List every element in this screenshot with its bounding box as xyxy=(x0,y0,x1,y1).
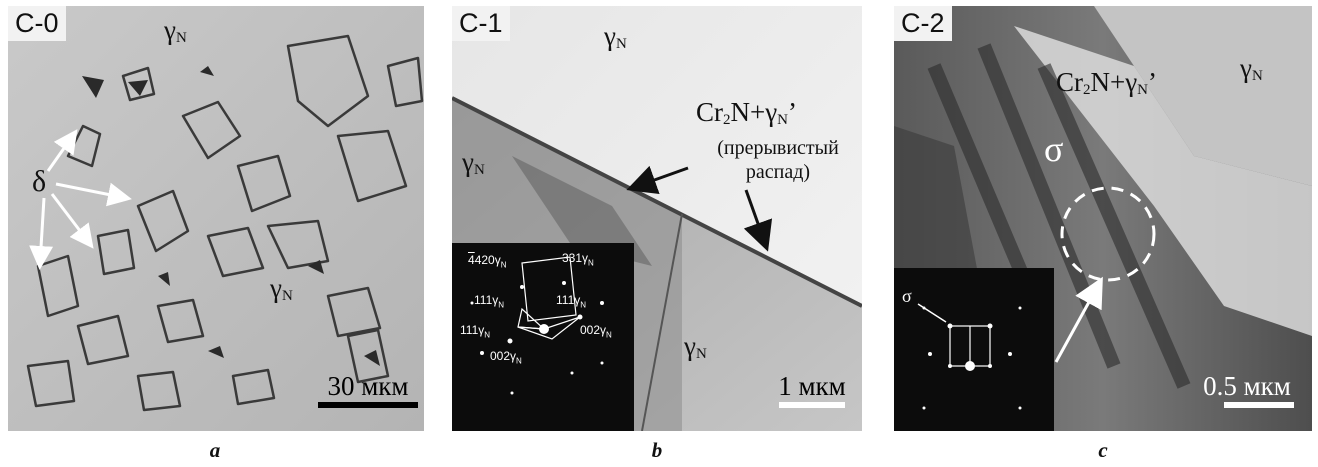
panel-c-micrograph: C-2 γN Cr2N+γN’ σ σ xyxy=(894,6,1312,431)
tem-image-c xyxy=(894,6,1312,431)
label-gamma-n-bottom: γN xyxy=(270,273,293,304)
saed-index-111-b: 111γN xyxy=(556,293,587,310)
label-gamma-n-left-b: γN xyxy=(462,147,485,178)
saed-index-111-c: 111γN xyxy=(460,323,491,340)
label-cr2n-phase-b: Cr2N+γN’ xyxy=(696,97,798,128)
sample-tag-c1: C-1 xyxy=(452,6,510,41)
label-cr2n-phase-c: Cr2N+γN’ xyxy=(1056,67,1158,98)
label-gamma-n-top: γN xyxy=(164,15,187,46)
scale-bar-a: 30 мкм xyxy=(314,372,422,408)
saed-index-420: 4420γN xyxy=(468,253,507,270)
saed-index-111-a: 111γN xyxy=(474,293,505,310)
scale-bar-c: 0.5 мкм xyxy=(1184,372,1310,408)
selected-area-circle xyxy=(1060,186,1156,282)
saed-index-002-b: 002γN xyxy=(490,349,522,366)
label-sigma: σ xyxy=(1044,129,1064,169)
delta-arrows xyxy=(29,129,132,270)
scale-bar-b: 1 мкм xyxy=(764,372,860,408)
caption-c: c xyxy=(1098,438,1108,462)
sample-tag-c0: C-0 xyxy=(8,6,66,41)
saed-pattern-c: σ xyxy=(894,268,1054,431)
label-gamma-n-bottom-b: γN xyxy=(684,331,707,362)
label-gamma-n-top-b: γN xyxy=(604,21,627,52)
saed-index-331: 331γN xyxy=(562,251,594,268)
label-gamma-n-c: γN xyxy=(1240,53,1263,84)
saed-pattern-b: 4420γN 331γN 111γN 111γN 111γN 002γN 002… xyxy=(452,243,634,431)
optical-micrograph-image xyxy=(8,6,424,431)
label-delta: δ xyxy=(32,165,47,198)
panel-b-micrograph: C-1 γN γN γN Cr2N+γN’ (прерывистый распад… xyxy=(452,6,862,431)
saed-index-002-a: 002γN xyxy=(580,323,612,340)
arrows-b xyxy=(626,165,773,252)
label-discontinuous-decomposition: (прерывистый распад) xyxy=(717,137,839,183)
panel-a-micrograph: C-0 γN γN δ 30 мкм xyxy=(8,6,424,431)
overlay-c xyxy=(1054,186,1156,363)
label-saed-sigma: σ xyxy=(902,286,912,306)
caption-b: b xyxy=(651,438,663,462)
sample-tag-c2: C-2 xyxy=(894,6,952,41)
caption-a: a xyxy=(209,438,221,462)
